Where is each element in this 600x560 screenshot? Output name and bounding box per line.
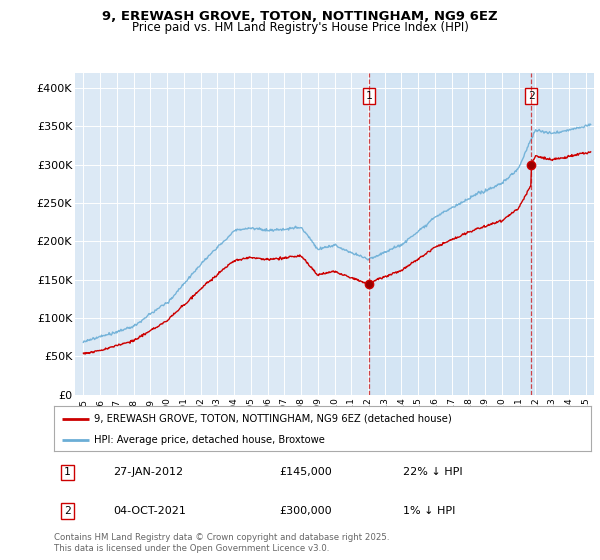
- Text: 1% ↓ HPI: 1% ↓ HPI: [403, 506, 455, 516]
- Text: £300,000: £300,000: [280, 506, 332, 516]
- Text: 2: 2: [528, 91, 535, 101]
- Text: £145,000: £145,000: [280, 468, 332, 478]
- Text: 9, EREWASH GROVE, TOTON, NOTTINGHAM, NG9 6EZ (detached house): 9, EREWASH GROVE, TOTON, NOTTINGHAM, NG9…: [94, 413, 452, 423]
- Text: 04-OCT-2021: 04-OCT-2021: [113, 506, 186, 516]
- Text: Price paid vs. HM Land Registry's House Price Index (HPI): Price paid vs. HM Land Registry's House …: [131, 21, 469, 34]
- Bar: [369, 73, 594, 395]
- Text: 1: 1: [64, 468, 71, 478]
- Text: 9, EREWASH GROVE, TOTON, NOTTINGHAM, NG9 6EZ: 9, EREWASH GROVE, TOTON, NOTTINGHAM, NG9…: [102, 10, 498, 23]
- Text: 2: 2: [64, 506, 71, 516]
- Text: 27-JAN-2012: 27-JAN-2012: [113, 468, 183, 478]
- Text: Contains HM Land Registry data © Crown copyright and database right 2025.
This d: Contains HM Land Registry data © Crown c…: [54, 533, 389, 553]
- Text: 1: 1: [366, 91, 373, 101]
- Text: 22% ↓ HPI: 22% ↓ HPI: [403, 468, 463, 478]
- Text: HPI: Average price, detached house, Broxtowe: HPI: Average price, detached house, Brox…: [94, 435, 325, 445]
